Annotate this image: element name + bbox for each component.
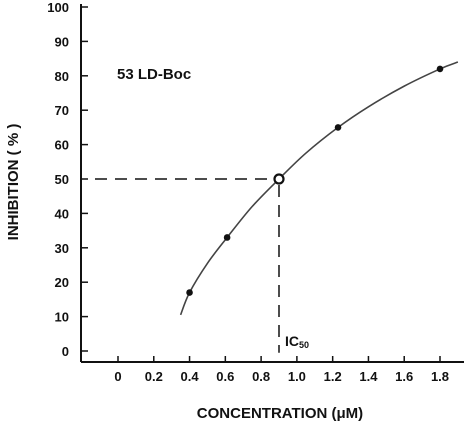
y-axis-title: INHIBITION ( % ) xyxy=(5,124,22,241)
ic50-marker xyxy=(273,173,285,185)
data-point xyxy=(436,65,444,73)
y-tick-label: 80 xyxy=(55,69,69,84)
x-tick-label: 1.4 xyxy=(359,369,378,384)
y-tick-label: 10 xyxy=(55,310,69,325)
x-tick-label: 1.0 xyxy=(288,369,306,384)
ic50-label: IC50 xyxy=(285,333,309,350)
compound-annotation: 53 LD-Boc xyxy=(117,66,191,83)
y-tick-label: 0 xyxy=(62,344,69,359)
y-tick-label: 90 xyxy=(55,34,69,49)
data-point xyxy=(186,289,193,296)
x-tick-label: 0 xyxy=(114,369,121,384)
x-tick-label: 1.2 xyxy=(324,369,342,384)
ic50-label-sub: 50 xyxy=(299,340,309,350)
axes-layer: 0 10 20 30 40 50 60 70 80 90 100 0 0.2 0.4 0.6 0.8 1.0 1.… xyxy=(47,0,464,384)
data-point xyxy=(334,124,342,131)
x-tick-label: 1.6 xyxy=(395,369,413,384)
x-tick-label: 0.2 xyxy=(145,369,163,384)
labels-layer: 53 LD-Boc CONCENTRATION (μM) INHIBITION … xyxy=(5,66,363,422)
y-tick-label: 50 xyxy=(55,172,69,187)
fit-curve xyxy=(179,61,459,316)
data-points-layer xyxy=(186,65,444,296)
ic50-guide-layer xyxy=(95,178,280,353)
x-axis-title: CONCENTRATION (μM) xyxy=(197,405,363,422)
y-tick-label: 30 xyxy=(55,241,69,256)
data-point xyxy=(223,234,231,241)
y-tick-label: 100 xyxy=(47,0,69,15)
y-tick-label: 70 xyxy=(55,103,69,118)
fit-curve-layer xyxy=(179,61,459,316)
x-tick-label: 0.6 xyxy=(216,369,234,384)
y-tick-label: 20 xyxy=(55,275,69,290)
x-tick-label: 0.4 xyxy=(181,369,200,384)
y-tick-label: 60 xyxy=(55,138,69,153)
x-tick-label: 0.8 xyxy=(252,369,270,384)
x-tick-label: 1.8 xyxy=(431,369,449,384)
ic50-label-main: IC xyxy=(285,333,299,349)
y-tick-label: 40 xyxy=(55,206,69,221)
